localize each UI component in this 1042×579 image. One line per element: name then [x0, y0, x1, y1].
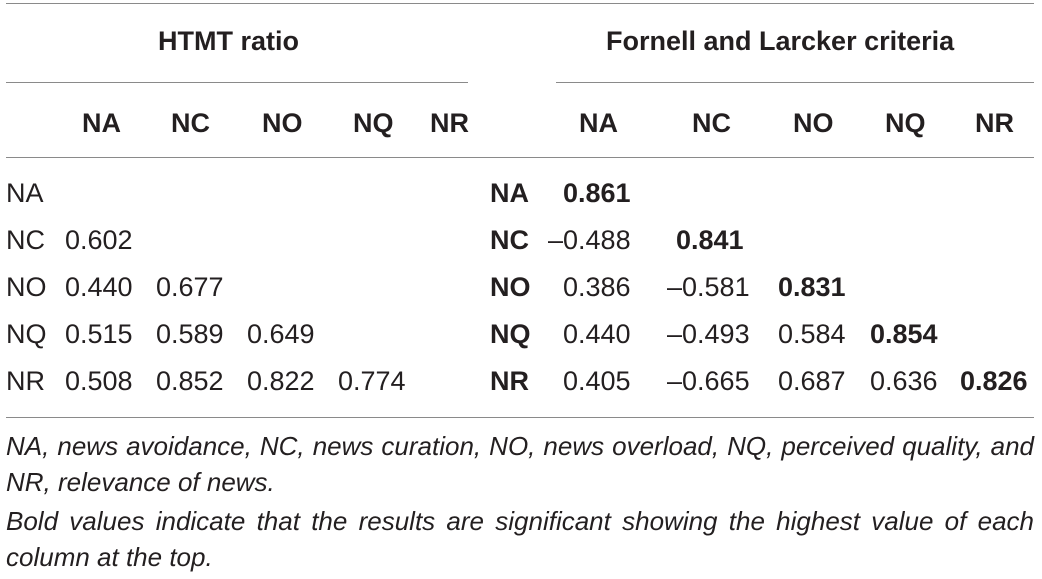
col-header-htmt-nq: NQ	[353, 108, 394, 138]
fl-cell: –0.493	[667, 319, 750, 349]
htmt-cell: 0.602	[65, 225, 133, 255]
fl-cell: 0.584	[778, 319, 846, 349]
col-header-fl-no: NO	[793, 108, 834, 138]
fl-cell: 0.687	[778, 366, 846, 396]
htmt-cell: 0.508	[65, 366, 133, 396]
col-header-fl-nr: NR	[975, 108, 1014, 138]
htmt-cell: 0.852	[156, 366, 224, 396]
fl-cell: 0.386	[563, 272, 631, 302]
fl-row-label: NQ	[490, 319, 531, 349]
fl-cell: 0.826	[960, 366, 1028, 396]
col-header-htmt-nc: NC	[171, 108, 210, 138]
footnote-abbreviations: NA, news avoidance, NC, news curation, N…	[6, 431, 1034, 497]
htmt-cell: 0.589	[156, 319, 224, 349]
htmt-cell: 0.649	[247, 319, 315, 349]
fl-row-label: NO	[490, 272, 531, 302]
row-label: NQ	[6, 319, 47, 349]
htmt-cell: 0.677	[156, 272, 224, 302]
fl-cell: –0.665	[667, 366, 750, 396]
fl-cell: –0.581	[667, 272, 750, 302]
group-header-htmt: HTMT ratio	[158, 26, 299, 56]
group-rule-htmt	[6, 82, 468, 83]
group-rule-fornell-larcker	[556, 82, 1034, 83]
fl-cell: 0.831	[778, 272, 846, 302]
fl-cell: –0.488	[548, 225, 631, 255]
footnote-bold-values: Bold values indicate that the results ar…	[6, 506, 1034, 572]
fl-row-label: NC	[490, 225, 529, 255]
table-bottom-rule	[6, 417, 1034, 418]
col-header-fl-nq: NQ	[885, 108, 926, 138]
fl-row-label: NA	[490, 178, 529, 208]
fl-cell: 0.405	[563, 366, 631, 396]
col-header-htmt-na: NA	[82, 108, 121, 138]
col-header-htmt-no: NO	[262, 108, 303, 138]
fl-cell: 0.861	[563, 178, 631, 208]
fl-cell: 0.841	[676, 225, 744, 255]
htmt-cell: 0.774	[338, 366, 406, 396]
table-top-rule	[6, 3, 1034, 4]
htmt-cell: 0.440	[65, 272, 133, 302]
row-label: NA	[6, 178, 44, 208]
row-label: NO	[6, 272, 47, 302]
row-label: NR	[6, 366, 45, 396]
fl-cell: 0.636	[870, 366, 938, 396]
fl-row-label: NR	[490, 366, 529, 396]
row-label: NC	[6, 225, 45, 255]
htmt-cell: 0.515	[65, 319, 133, 349]
htmt-cell: 0.822	[247, 366, 315, 396]
group-header-fornell-larcker: Fornell and Larcker criteria	[606, 26, 955, 56]
col-header-fl-nc: NC	[692, 108, 731, 138]
fl-cell: 0.854	[870, 319, 938, 349]
fl-cell: 0.440	[563, 319, 631, 349]
col-header-htmt-nr: NR	[430, 108, 469, 138]
col-header-fl-na: NA	[579, 108, 618, 138]
header-bottom-rule	[6, 157, 1034, 158]
